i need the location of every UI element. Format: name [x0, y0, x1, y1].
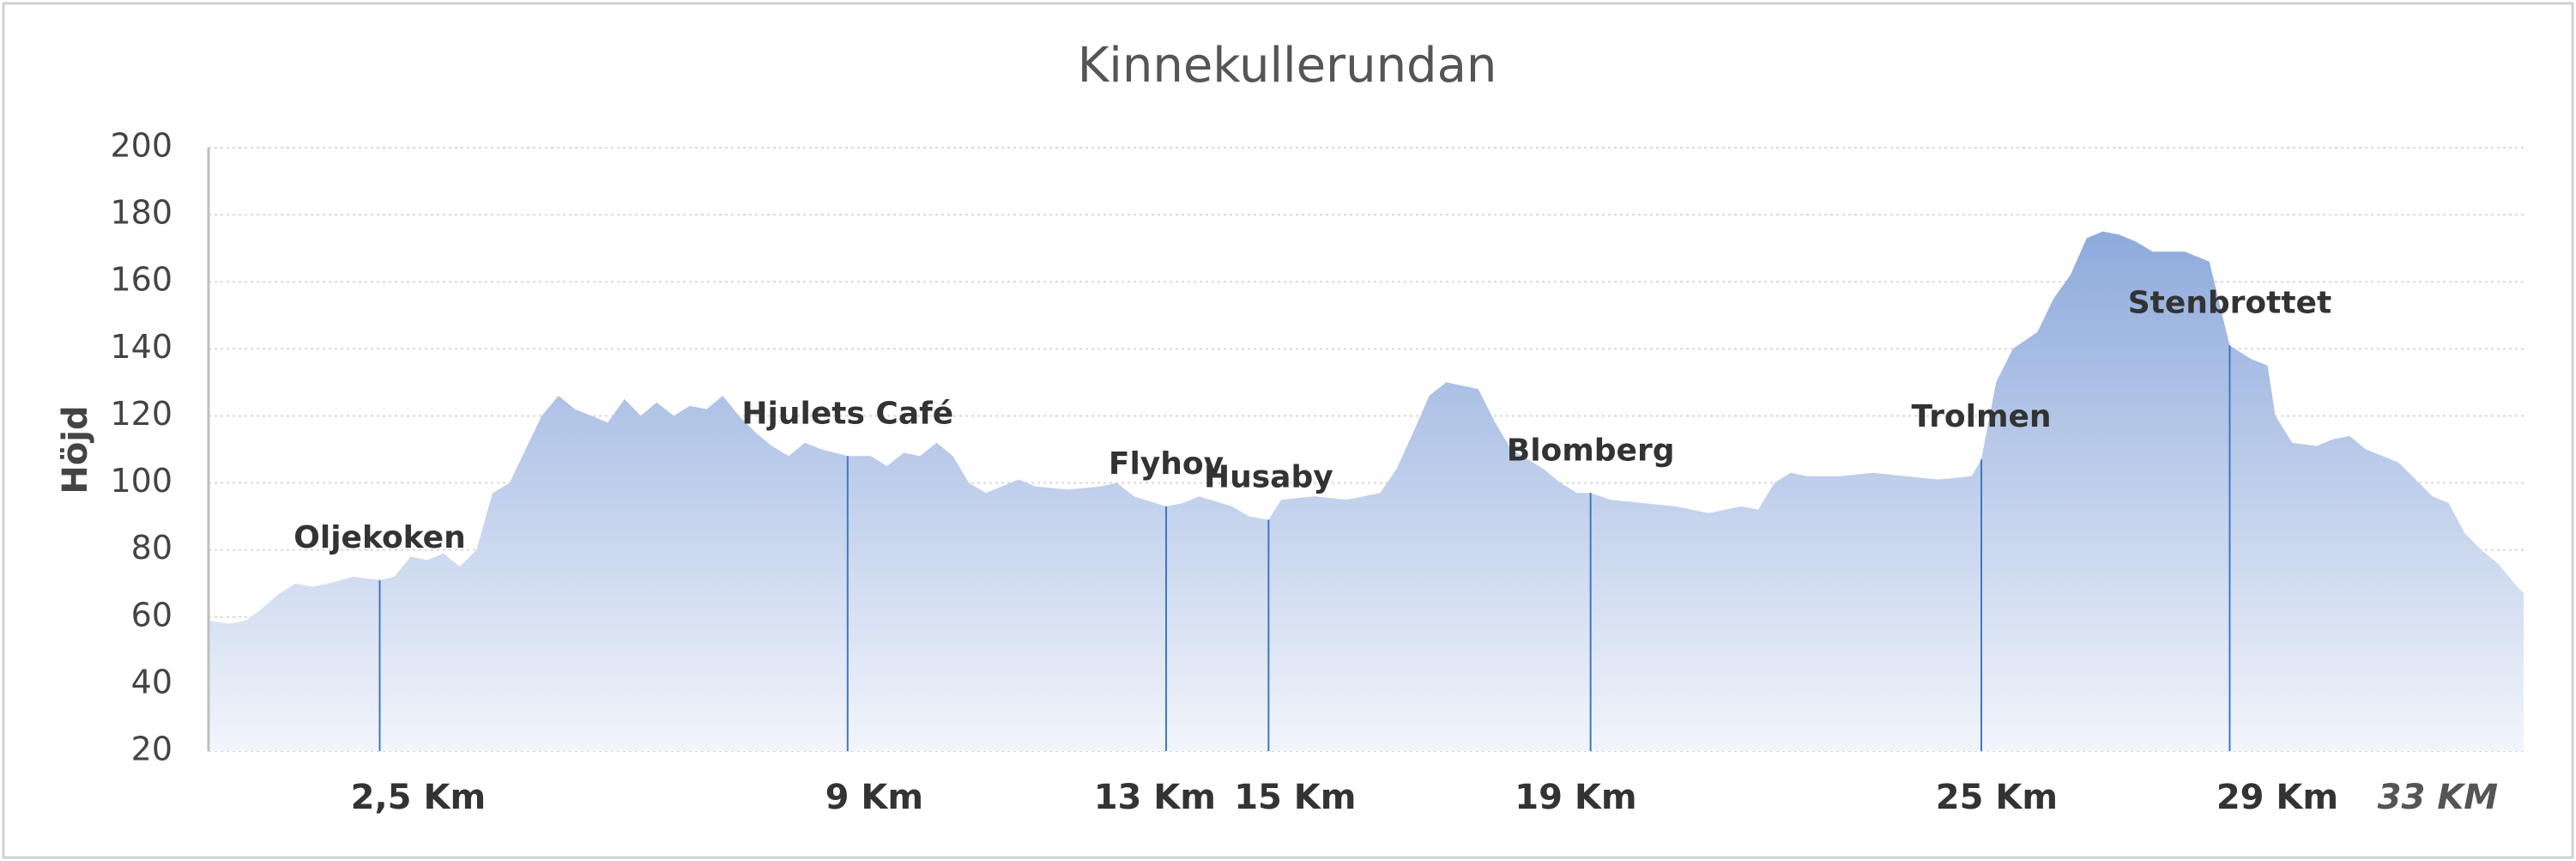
x-tick-label: 29 Km	[2216, 778, 2338, 817]
y-tick-label: 40	[131, 663, 172, 700]
y-tick-label: 200	[110, 127, 172, 165]
annotation-label: Husaby	[1204, 460, 1333, 495]
x-tick-label: 9 Km	[825, 778, 923, 817]
y-tick-label: 20	[131, 731, 172, 768]
y-tick-label: 160	[110, 261, 172, 299]
y-tick-label: 180	[110, 194, 172, 232]
annotation-label: Blomberg	[1507, 433, 1675, 468]
y-tick-label: 120	[110, 395, 172, 433]
x-tick-label: 19 Km	[1515, 778, 1636, 817]
y-tick-label: 60	[131, 596, 172, 634]
x-tick-label: 15 Km	[1234, 778, 1356, 817]
y-tick-label: 140	[110, 328, 172, 366]
annotation-label: Flyhov	[1109, 446, 1224, 482]
annotation-label: Trolmen	[1912, 399, 2052, 434]
annotation-label: Hjulets Café	[741, 396, 953, 431]
y-tick-label: 100	[110, 462, 172, 500]
annotation-label: Stenbrottet	[2128, 285, 2331, 320]
x-tick-label: 33 KM	[2378, 778, 2498, 817]
x-tick-label: 13 Km	[1094, 778, 1216, 817]
y-tick-label: 80	[131, 529, 172, 567]
chart-title: Kinnekullerundan	[1078, 38, 1497, 94]
elevation-area	[209, 231, 2524, 752]
x-tick-label: 2,5 Km	[351, 778, 486, 817]
y-axis-label: Höjd	[56, 405, 95, 494]
x-tick-label: 25 Km	[1936, 778, 2058, 817]
annotation-label: Oljekoken	[293, 520, 465, 555]
